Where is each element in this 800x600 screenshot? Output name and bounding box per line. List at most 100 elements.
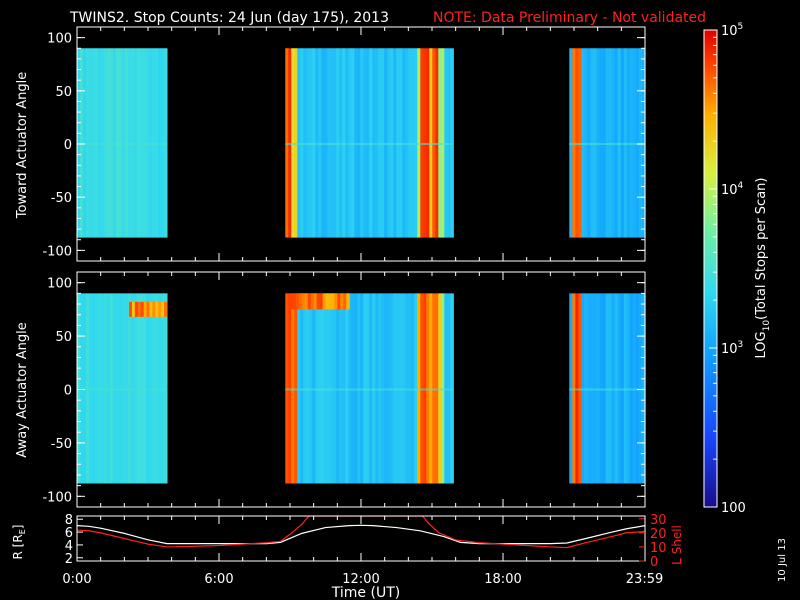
heat-column: [333, 48, 337, 238]
x-tick-label: 18:00: [484, 572, 521, 587]
heat-column: [390, 48, 394, 238]
heat-column: [575, 48, 579, 238]
heat-column: [342, 293, 346, 484]
heat-column: [103, 48, 108, 238]
heat-column: [351, 293, 355, 484]
hot-cell: [129, 301, 133, 317]
preliminary-note: NOTE: Data Preliminary - Not validated: [433, 10, 706, 26]
zero-angle-band: [77, 143, 167, 145]
heat-column: [444, 293, 448, 484]
heat-column: [85, 48, 90, 238]
heat-column: [426, 293, 430, 484]
heat-column: [136, 48, 141, 238]
heat-column: [133, 48, 138, 238]
heat-column: [127, 293, 132, 484]
heat-column: [438, 48, 442, 238]
y-tick-label: -50: [51, 437, 72, 452]
heat-column: [324, 48, 328, 238]
right-y-tick-label: 30: [650, 513, 667, 528]
heat-column: [351, 48, 355, 238]
heat-column: [321, 48, 325, 238]
heat-column: [94, 293, 99, 484]
lshell-axis-label: L Shell: [670, 525, 684, 565]
hot-cell: [313, 293, 318, 310]
heat-column: [345, 48, 349, 238]
heat-column: [321, 293, 325, 484]
heat-column: [614, 48, 619, 238]
heat-column: [333, 293, 337, 484]
heat-column: [572, 48, 576, 238]
lshell-line: [77, 516, 645, 549]
heat-column: [602, 48, 607, 238]
heat-column: [441, 48, 445, 238]
heat-column: [405, 293, 409, 484]
heat-column: [375, 48, 379, 238]
heat-column: [88, 293, 93, 484]
heat-column: [569, 293, 573, 484]
heat-column: [339, 48, 343, 238]
heat-column: [641, 293, 646, 484]
heat-column: [330, 48, 334, 238]
heat-column: [638, 48, 643, 238]
heat-column: [417, 293, 421, 484]
heat-column: [432, 293, 436, 484]
hot-cell: [304, 293, 309, 310]
hot-cell: [301, 293, 306, 310]
away-angle-panel: 100 50 0 -50 -100: [42, 271, 646, 508]
heat-column: [303, 48, 307, 238]
heat-column: [396, 48, 400, 238]
heat-column: [118, 293, 123, 484]
heat-column: [578, 48, 582, 238]
heat-column: [614, 293, 619, 484]
chart-title: TWINS2. Stop Counts: 24 Jun (day 175), 2…: [69, 10, 389, 26]
heat-column: [157, 293, 162, 484]
heat-column: [384, 293, 388, 484]
heat-column: [626, 293, 631, 484]
heat-column: [429, 293, 433, 484]
heat-column: [626, 48, 631, 238]
zero-angle-band: [77, 388, 167, 391]
heat-column: [357, 293, 361, 484]
heat-column: [414, 293, 418, 484]
heat-column: [378, 293, 382, 484]
heat-column: [593, 293, 598, 484]
heat-column: [569, 48, 573, 238]
heat-column: [578, 293, 582, 484]
heat-column: [91, 293, 96, 484]
heat-column: [399, 293, 403, 484]
heat-column: [608, 293, 613, 484]
hot-cell: [340, 293, 344, 310]
heat-column: [617, 48, 622, 238]
heat-column: [80, 293, 84, 484]
heat-column: [432, 48, 436, 238]
hot-cell: [334, 293, 338, 310]
heat-column: [303, 293, 307, 484]
heat-column: [632, 293, 637, 484]
heat-column: [420, 293, 424, 484]
hot-cell: [316, 293, 321, 310]
heat-column: [309, 48, 313, 238]
heat-column: [447, 48, 451, 238]
heat-column: [426, 48, 430, 238]
heat-column: [402, 48, 406, 238]
heat-column: [91, 48, 96, 238]
heat-column: [408, 293, 412, 484]
heat-column: [80, 48, 84, 238]
heat-column: [435, 48, 439, 238]
heat-column: [312, 293, 316, 484]
heat-column: [115, 293, 120, 484]
heat-column: [575, 293, 579, 484]
heat-column: [300, 293, 304, 484]
radius-line: [77, 524, 645, 545]
heat-column: [77, 48, 81, 238]
heat-column: [384, 48, 388, 238]
heat-column: [148, 293, 153, 484]
heat-column: [596, 48, 601, 238]
heat-column: [369, 293, 373, 484]
heat-column: [348, 48, 352, 238]
colorbar: 105 104 103 100: [703, 22, 746, 516]
y-tick-label: -100: [42, 244, 72, 259]
heat-column: [635, 48, 640, 238]
data-interval: [77, 48, 168, 238]
heat-column: [106, 48, 111, 238]
